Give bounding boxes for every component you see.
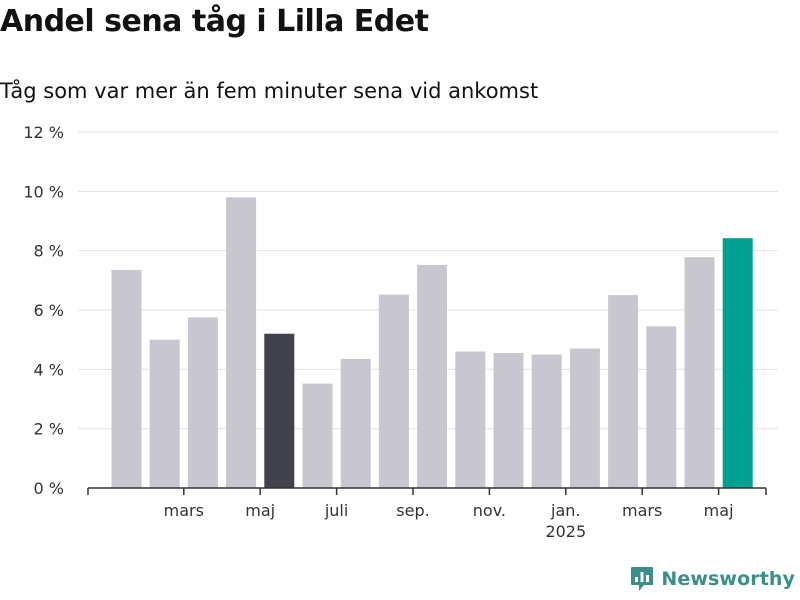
bar bbox=[493, 353, 524, 488]
x-tick-label: nov. bbox=[473, 501, 506, 520]
y-tick-label: 6 % bbox=[34, 301, 64, 320]
bar bbox=[378, 294, 409, 488]
newsworthy-logo-icon bbox=[631, 567, 654, 591]
bar bbox=[264, 333, 295, 488]
bar bbox=[111, 269, 142, 488]
bar bbox=[646, 326, 677, 488]
x-tick-year-label: 2025 bbox=[545, 522, 586, 541]
y-tick-label: 4 % bbox=[34, 360, 64, 379]
chart-title: Andel sena tåg i Lilla Edet bbox=[0, 4, 429, 39]
y-tick-label: 0 % bbox=[34, 479, 64, 498]
y-tick-label: 10 % bbox=[23, 182, 64, 201]
bar bbox=[149, 339, 180, 488]
bar bbox=[608, 295, 639, 488]
x-tick-label: jan. bbox=[550, 501, 580, 520]
bar bbox=[302, 383, 333, 488]
x-tick-label: mars bbox=[164, 501, 204, 520]
x-tick-label: maj bbox=[704, 501, 734, 520]
x-tick-label: sep. bbox=[396, 501, 429, 520]
bar bbox=[417, 264, 448, 488]
x-tick-label: mars bbox=[622, 501, 662, 520]
y-tick-label: 12 % bbox=[23, 123, 64, 142]
bar bbox=[684, 257, 715, 488]
x-tick-label: maj bbox=[245, 501, 275, 520]
bar bbox=[569, 348, 600, 488]
x-tick-label: juli bbox=[324, 501, 348, 520]
bar bbox=[226, 197, 257, 488]
bar bbox=[187, 317, 218, 488]
bar bbox=[722, 238, 753, 488]
brand-name: Newsworthy bbox=[661, 568, 795, 590]
brand-logo: Newsworthy bbox=[630, 566, 795, 592]
bar bbox=[340, 358, 371, 488]
bar bbox=[455, 351, 486, 488]
y-tick-label: 2 % bbox=[34, 420, 64, 439]
chart-subtitle: Tåg som var mer än fem minuter sena vid … bbox=[0, 79, 539, 103]
bar bbox=[531, 354, 562, 488]
y-tick-label: 8 % bbox=[34, 242, 64, 261]
